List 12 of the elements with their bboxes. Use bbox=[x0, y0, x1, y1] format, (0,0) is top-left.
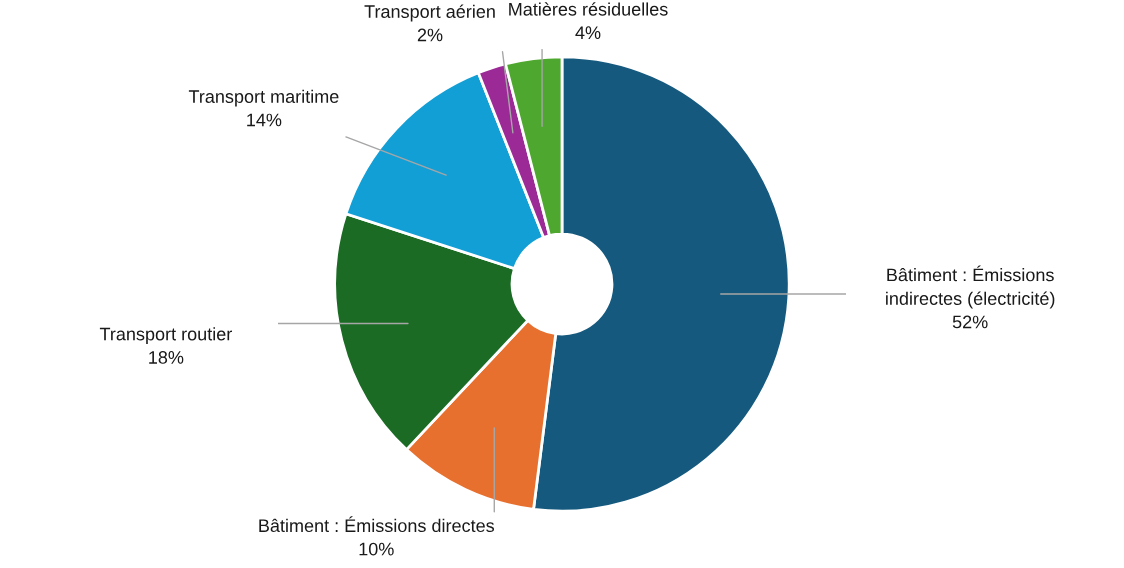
slice-label: Transport routier bbox=[99, 327, 232, 345]
slice-label: Transport aérien bbox=[364, 4, 495, 22]
data-label: 14% bbox=[247, 113, 282, 127]
slice-label: Bâtiment : Émissions indirectes (électricité) bbox=[886, 265, 1055, 309]
slice-label: Transport maritime bbox=[188, 89, 339, 107]
data-label: 4% bbox=[575, 26, 601, 39]
data-label: 10% bbox=[359, 542, 394, 556]
data-label: 52% bbox=[952, 315, 988, 329]
slice-label: Matières résiduelles bbox=[509, 2, 668, 16]
data-label: 2% bbox=[417, 28, 443, 42]
data-label: 18% bbox=[149, 351, 184, 364]
slice-label: Bâtiment : Émissions directes bbox=[259, 516, 495, 533]
